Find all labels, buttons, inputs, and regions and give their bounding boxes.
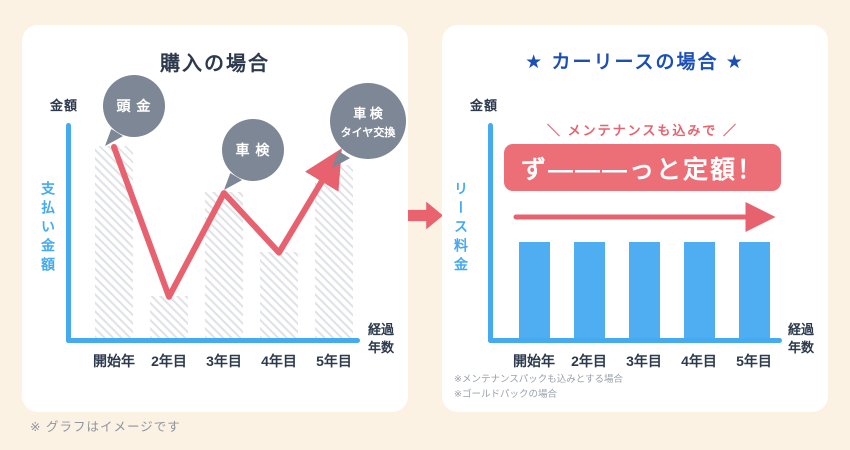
lease-bar — [573, 242, 605, 338]
lease-title: ★ カーリースの場合 ★ — [525, 52, 745, 73]
hatch-bar — [315, 165, 353, 338]
purchase-title: 購入の場合 — [160, 53, 270, 75]
lease-amount-label: 金額 — [470, 98, 499, 113]
bubble-tail — [224, 173, 242, 190]
lease-footnote-1: ※メンテナンスパックも込みとする場合 — [454, 374, 623, 385]
purchase-y-axis-label: 支払い金額 — [40, 181, 56, 276]
lease-bar — [683, 242, 715, 338]
x-tick-label: 5年目 — [736, 353, 772, 369]
lease-bar — [518, 242, 550, 338]
down-payment-label: 頭 金 — [116, 98, 152, 114]
fixed-rate-banner: ず―――っと定額！ — [504, 144, 781, 191]
inspection-tire-label-1: 車 検 — [353, 105, 383, 121]
hatch-bar — [95, 146, 133, 338]
inspection-tire-bubble: 車 検 タイヤ交換 — [330, 83, 406, 168]
inspection-bubble: 車 検 — [222, 119, 284, 190]
purchase-panel: 購入の場合 金額 支払い金額 経過 年数 開始年 2年目 3年目 4年目 5年目 頭 金… — [22, 25, 408, 412]
hatch-bar — [260, 251, 298, 338]
lease-bar — [738, 242, 770, 338]
hatch-bar — [150, 295, 188, 338]
lease-footnote-2: ※ゴールドパックの場合 — [454, 389, 557, 401]
lease-panel: ★ カーリースの場合 ★ 金額 リース料金 経過 年数 ＼ メンテナンスも込みで… — [442, 25, 828, 412]
lease-y-axis — [488, 123, 493, 343]
maintenance-callout: ＼ メンテナンスも込みで ／ — [547, 123, 738, 138]
x-tick-label: 3年目 — [626, 353, 662, 369]
arrow-right-icon — [408, 201, 443, 230]
x-tick-label: 2年目 — [151, 353, 187, 369]
down-payment-bubble: 頭 金 — [103, 75, 165, 146]
x-tick-label: 開始年 — [513, 353, 555, 369]
lease-bar — [628, 242, 660, 338]
purchase-amount-label: 金額 — [50, 98, 79, 113]
x-tick-label: 開始年 — [93, 353, 135, 369]
bubble-tail — [105, 129, 123, 146]
x-tick-label: 2年目 — [571, 353, 607, 369]
hatch-bar — [205, 192, 243, 338]
lease-x-axis-label: 経過 年数 — [788, 322, 815, 356]
lease-footnotes: ※メンテナンスパックも込みとする場合 ※ゴールドパックの場合 — [454, 372, 623, 402]
x-tick-label: 4年目 — [681, 353, 717, 369]
x-tick-label: 5年目 — [316, 353, 352, 369]
x-tick-label: 4年目 — [261, 353, 297, 369]
purchase-x-axis-label: 経過 年数 — [368, 322, 395, 356]
purchase-x-axis — [66, 338, 360, 343]
lease-x-axis — [488, 338, 782, 343]
inspection-label: 車 検 — [235, 142, 271, 158]
inspection-tire-label-2: タイヤ交換 — [340, 126, 396, 139]
lease-y-axis-label: リース料金 — [453, 181, 469, 276]
x-tick-label: 3年目 — [206, 353, 242, 369]
page-footnote: ※ グラフはイメージです — [30, 420, 181, 434]
purchase-y-axis — [66, 123, 71, 343]
